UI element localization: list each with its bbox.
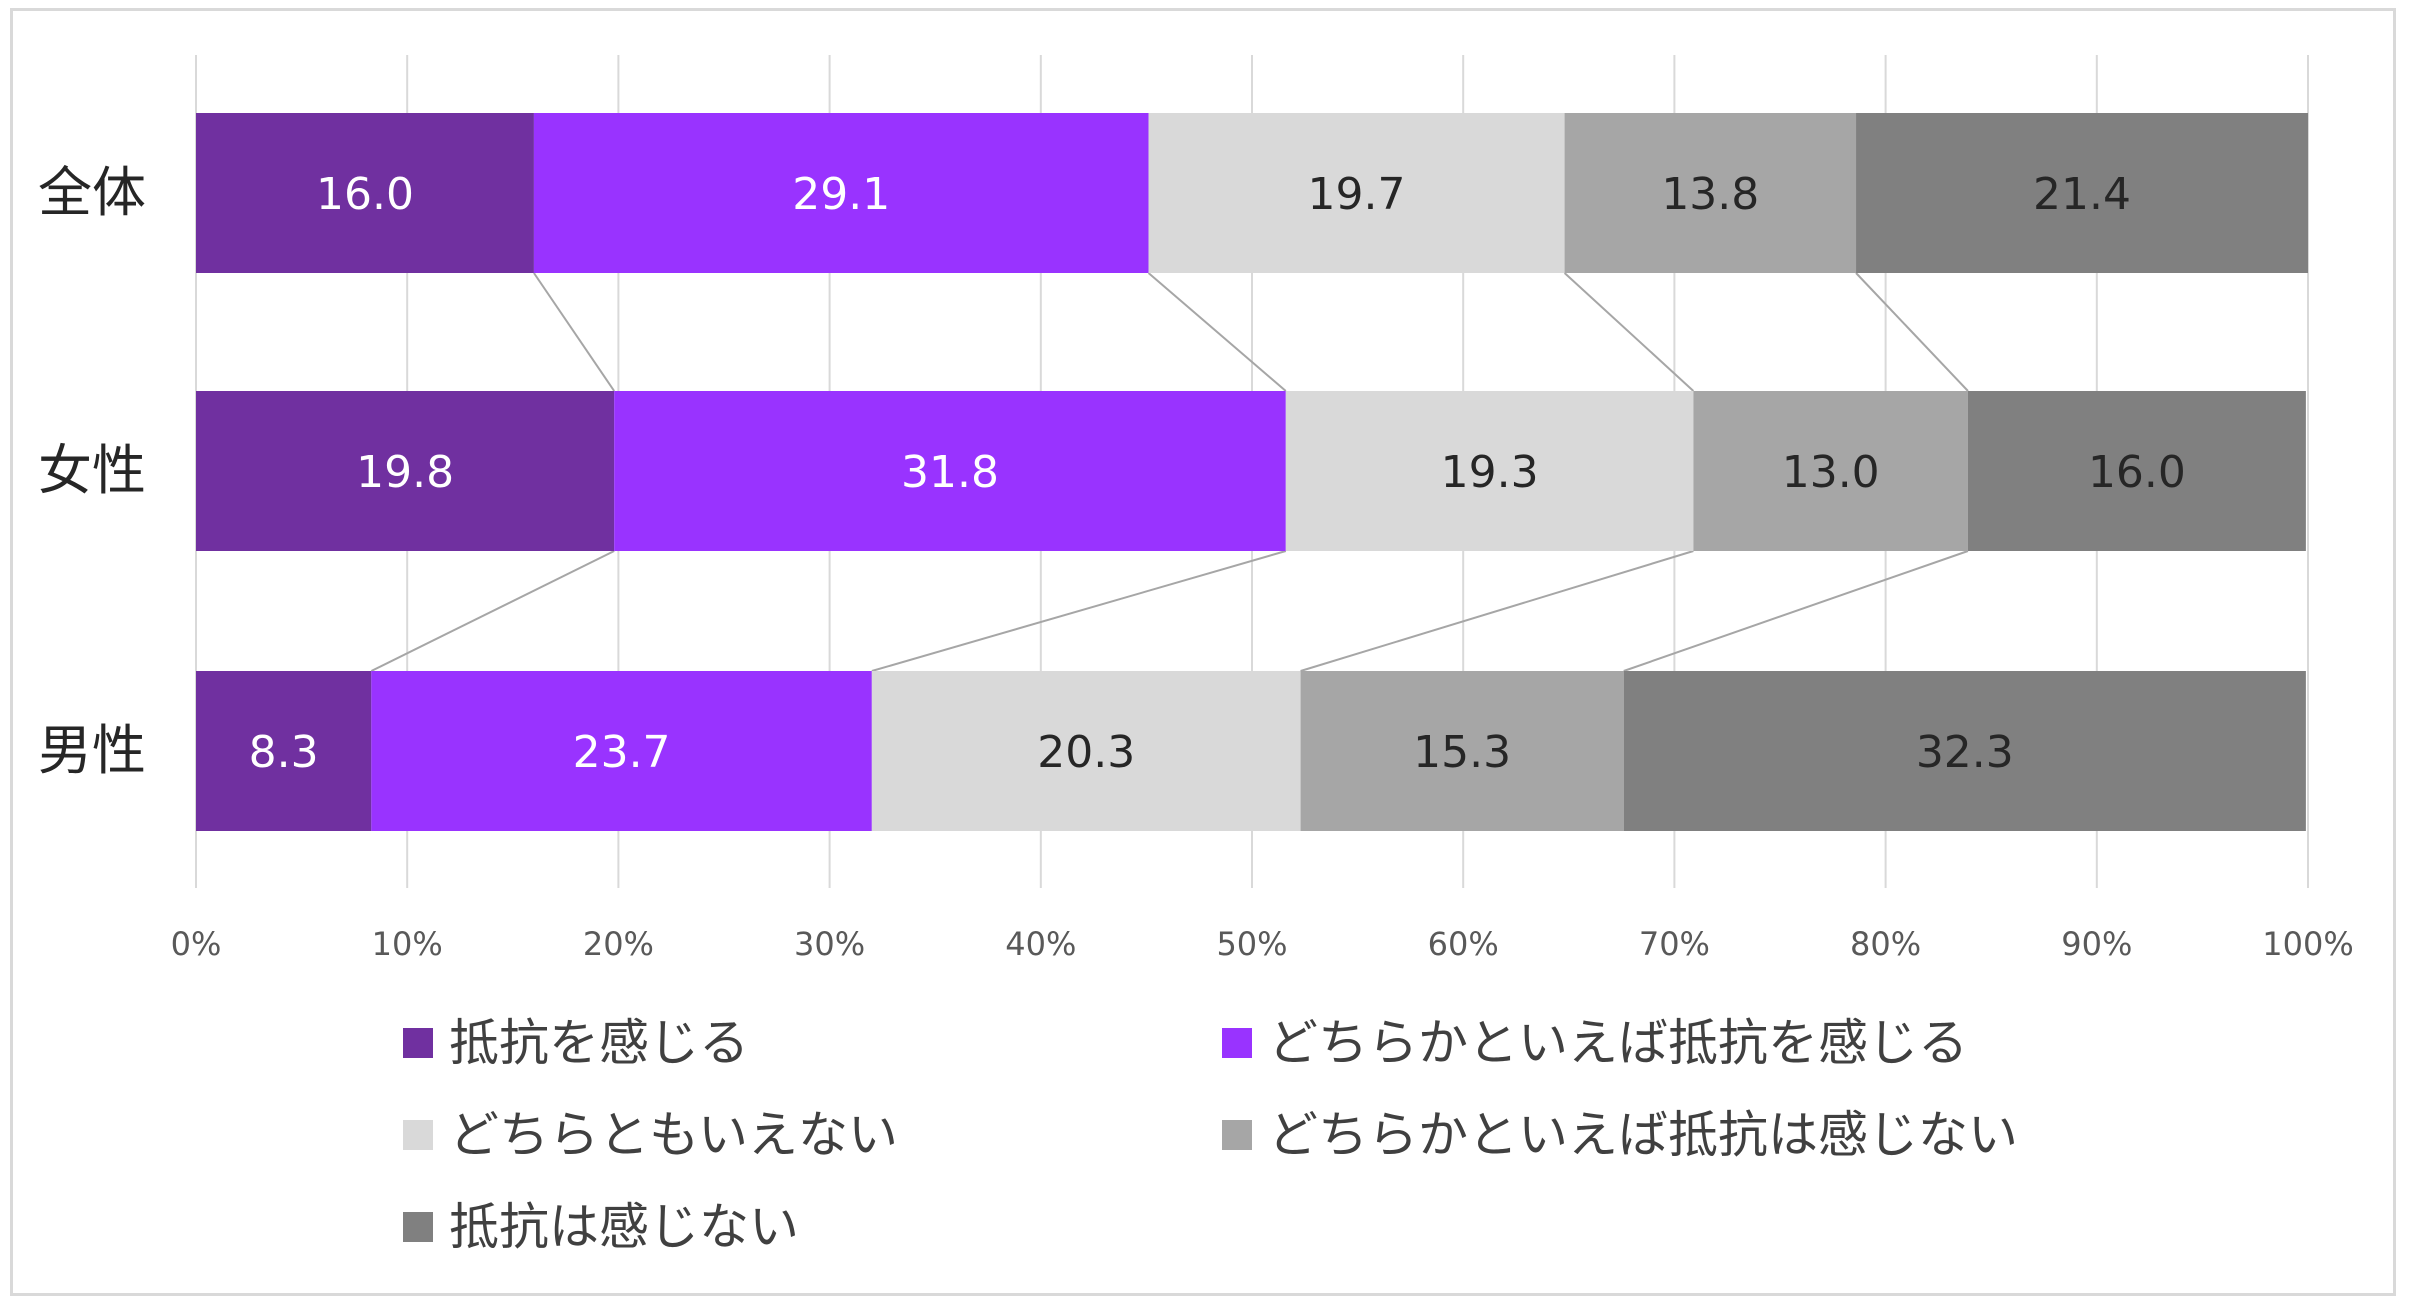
series-connector-line bbox=[1147, 272, 1287, 392]
bar-segment bbox=[196, 113, 534, 273]
bar-segment bbox=[196, 391, 615, 551]
data-label: 19.3 bbox=[1441, 447, 1539, 498]
bar-segment bbox=[1856, 113, 2308, 273]
x-tick-label: 60% bbox=[1428, 925, 1499, 963]
data-label: 23.7 bbox=[573, 727, 671, 778]
data-label: 32.3 bbox=[1916, 727, 2014, 778]
legend-label: どちらともいえない bbox=[449, 1106, 898, 1164]
x-tick-label: 90% bbox=[2061, 925, 2132, 963]
data-label: 16.0 bbox=[316, 169, 414, 220]
bar-segment bbox=[1285, 391, 1694, 551]
data-label: 19.7 bbox=[1308, 169, 1406, 220]
x-tick-label: 80% bbox=[1850, 925, 1921, 963]
legend-label: 抵抗を感じる bbox=[449, 1014, 749, 1072]
x-tick-label: 10% bbox=[372, 925, 443, 963]
legend-swatch bbox=[403, 1028, 433, 1058]
series-connector-line bbox=[533, 272, 616, 392]
x-tick-label: 50% bbox=[1216, 925, 1287, 963]
legend-swatch bbox=[1222, 1120, 1252, 1150]
data-label: 13.8 bbox=[1661, 169, 1759, 220]
bar-segment bbox=[1300, 671, 1624, 831]
x-tick-label: 70% bbox=[1639, 925, 1710, 963]
data-label: 31.8 bbox=[901, 447, 999, 498]
bar-segment bbox=[614, 391, 1286, 551]
data-label: 16.0 bbox=[2088, 447, 2186, 498]
legend-label: どちらかといえば抵抗を感じる bbox=[1268, 1014, 1968, 1072]
category-label: 女性 bbox=[38, 439, 146, 502]
data-label: 15.3 bbox=[1413, 727, 1511, 778]
x-tick-label: 30% bbox=[794, 925, 865, 963]
series-connector-line bbox=[1855, 272, 1969, 392]
series-connector-line bbox=[1623, 550, 1969, 672]
category-label: 全体 bbox=[38, 161, 146, 224]
data-label: 19.8 bbox=[356, 447, 454, 498]
legend-label: 抵抗は感じない bbox=[449, 1198, 799, 1256]
series-connector-line bbox=[1563, 272, 1695, 392]
series-connector-line bbox=[370, 550, 615, 672]
series-connector-line bbox=[871, 550, 1287, 672]
legend-swatch bbox=[403, 1212, 433, 1242]
legend-label: どちらかといえば抵抗は感じない bbox=[1268, 1106, 2018, 1164]
legend-swatch bbox=[1222, 1028, 1252, 1058]
x-tick-label: 0% bbox=[171, 925, 222, 963]
bar-segment bbox=[1148, 113, 1565, 273]
x-tick-label: 100% bbox=[2262, 925, 2353, 963]
bar-segment bbox=[371, 671, 872, 831]
category-label: 男性 bbox=[38, 719, 146, 782]
data-label: 21.4 bbox=[2033, 169, 2131, 220]
legend-swatch bbox=[403, 1120, 433, 1150]
x-tick-label: 40% bbox=[1005, 925, 1076, 963]
bar-segment bbox=[871, 671, 1301, 831]
data-label: 20.3 bbox=[1037, 727, 1135, 778]
bar-segment bbox=[533, 113, 1149, 273]
data-label: 8.3 bbox=[249, 727, 319, 778]
bar-segment bbox=[1623, 671, 2306, 831]
data-label: 13.0 bbox=[1782, 447, 1880, 498]
bar-segment bbox=[1693, 391, 1968, 551]
series-connector-line bbox=[1300, 550, 1694, 672]
data-label: 29.1 bbox=[792, 169, 890, 220]
x-tick-label: 20% bbox=[583, 925, 654, 963]
bar-segment bbox=[1564, 113, 1857, 273]
bar-segment bbox=[196, 671, 372, 831]
bar-segment bbox=[1967, 391, 2306, 551]
